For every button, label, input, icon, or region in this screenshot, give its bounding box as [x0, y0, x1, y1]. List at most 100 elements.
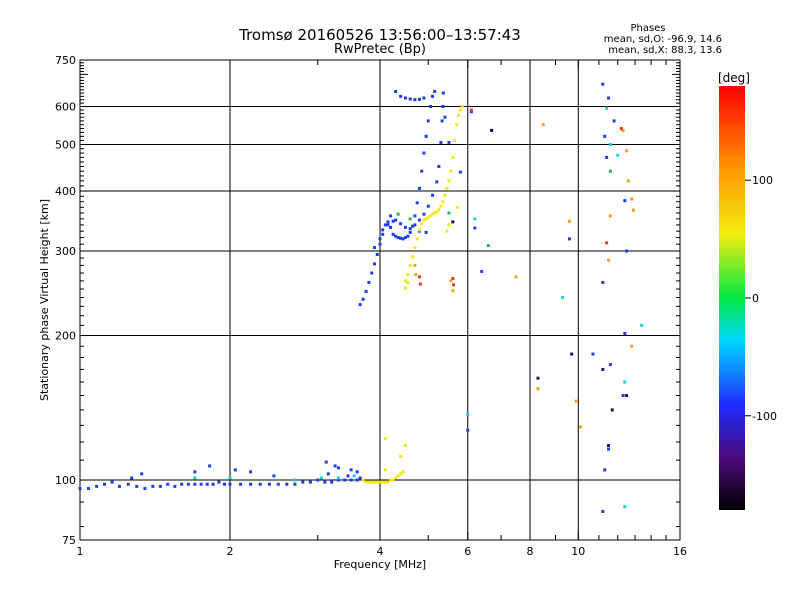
- data-point: [401, 237, 405, 241]
- data-point: [437, 208, 441, 212]
- data-point: [413, 223, 417, 227]
- data-point: [370, 271, 374, 275]
- grid-lines: [80, 60, 680, 540]
- data-point: [373, 262, 377, 266]
- data-point: [439, 204, 443, 208]
- data-point: [439, 140, 443, 144]
- data-point: [443, 193, 447, 197]
- data-point: [417, 218, 421, 222]
- data-point: [460, 105, 464, 109]
- data-point: [451, 289, 455, 293]
- y-tick-labels: 75 100 200 300 400 500 600 750: [55, 54, 76, 547]
- y-tick-label: 750: [55, 54, 76, 67]
- y-tick-label: 600: [55, 101, 76, 114]
- data-point: [143, 487, 147, 491]
- data-point: [217, 480, 221, 484]
- y-tick-label: 200: [55, 330, 76, 343]
- data-point: [607, 444, 611, 448]
- data-point: [514, 275, 518, 279]
- data-point: [110, 480, 114, 484]
- data-point: [625, 249, 629, 253]
- colorbar-ticks: 100 0 -100: [745, 174, 777, 423]
- data-point: [193, 476, 197, 480]
- data-point: [612, 119, 616, 123]
- data-point: [486, 244, 490, 248]
- data-point: [420, 222, 424, 226]
- data-point: [440, 119, 444, 123]
- data-point: [396, 474, 400, 478]
- data-point: [422, 96, 426, 100]
- data-point: [561, 296, 565, 300]
- data-point: [447, 211, 451, 215]
- data-point: [381, 232, 385, 236]
- data-point: [623, 199, 627, 203]
- data-point: [417, 275, 421, 279]
- x-tick-label: 6: [464, 545, 471, 558]
- data-point: [431, 94, 435, 98]
- data-point: [358, 303, 362, 307]
- data-point: [433, 211, 437, 215]
- data-point: [386, 480, 390, 484]
- data-point: [336, 466, 340, 470]
- data-point: [625, 394, 629, 398]
- data-point: [426, 216, 430, 220]
- data-point: [193, 482, 197, 486]
- data-point: [408, 263, 412, 267]
- data-point: [608, 363, 612, 367]
- data-point: [418, 282, 422, 286]
- data-point: [428, 105, 432, 109]
- data-point: [640, 323, 644, 327]
- data-point: [361, 478, 365, 482]
- data-point: [249, 470, 253, 474]
- data-point: [422, 218, 426, 222]
- data-point: [403, 96, 407, 100]
- x-tick-labels: 1 2 4 6 8 10 16: [77, 545, 688, 558]
- data-point: [373, 480, 377, 484]
- data-point: [403, 444, 407, 448]
- data-point: [272, 474, 276, 478]
- data-point: [389, 225, 393, 229]
- data-point: [367, 280, 371, 284]
- data-point: [394, 218, 398, 222]
- data-point: [449, 169, 453, 173]
- data-point: [447, 223, 451, 227]
- data-point: [457, 113, 461, 117]
- data-point: [452, 283, 456, 287]
- data-point: [608, 169, 612, 173]
- data-point: [383, 223, 387, 227]
- data-point: [420, 169, 424, 173]
- data-point: [323, 480, 327, 484]
- data-point: [469, 110, 473, 114]
- data-point: [621, 394, 625, 398]
- data-point: [536, 387, 540, 391]
- data-point: [86, 487, 90, 491]
- data-point: [443, 115, 447, 119]
- data-point: [413, 214, 417, 218]
- stats-line-x: mean, sd,X: 88.3, 13.6: [608, 45, 722, 56]
- colorbar: [deg] 100 0 -100: [718, 71, 777, 510]
- data-point: [417, 97, 421, 101]
- data-point: [211, 482, 215, 486]
- data-point: [447, 179, 451, 183]
- data-point: [458, 170, 462, 174]
- data-point: [445, 186, 449, 190]
- data-point: [330, 480, 334, 484]
- data-point: [601, 367, 605, 371]
- data-point: [151, 484, 155, 488]
- data-point: [370, 480, 374, 484]
- data-point: [223, 482, 227, 486]
- data-point: [95, 484, 99, 488]
- data-point: [616, 153, 620, 157]
- data-point: [631, 208, 635, 212]
- y-tick-label: 100: [55, 474, 76, 487]
- x-tick-label: 16: [673, 545, 687, 558]
- data-point: [408, 227, 412, 231]
- data-point: [473, 217, 477, 221]
- data-point: [349, 478, 353, 482]
- data-point: [319, 476, 323, 480]
- colorbar-tick-label: -100: [752, 410, 777, 423]
- data-point: [415, 237, 419, 241]
- data-point: [391, 478, 395, 482]
- data-point: [605, 241, 609, 245]
- data-point: [399, 94, 403, 98]
